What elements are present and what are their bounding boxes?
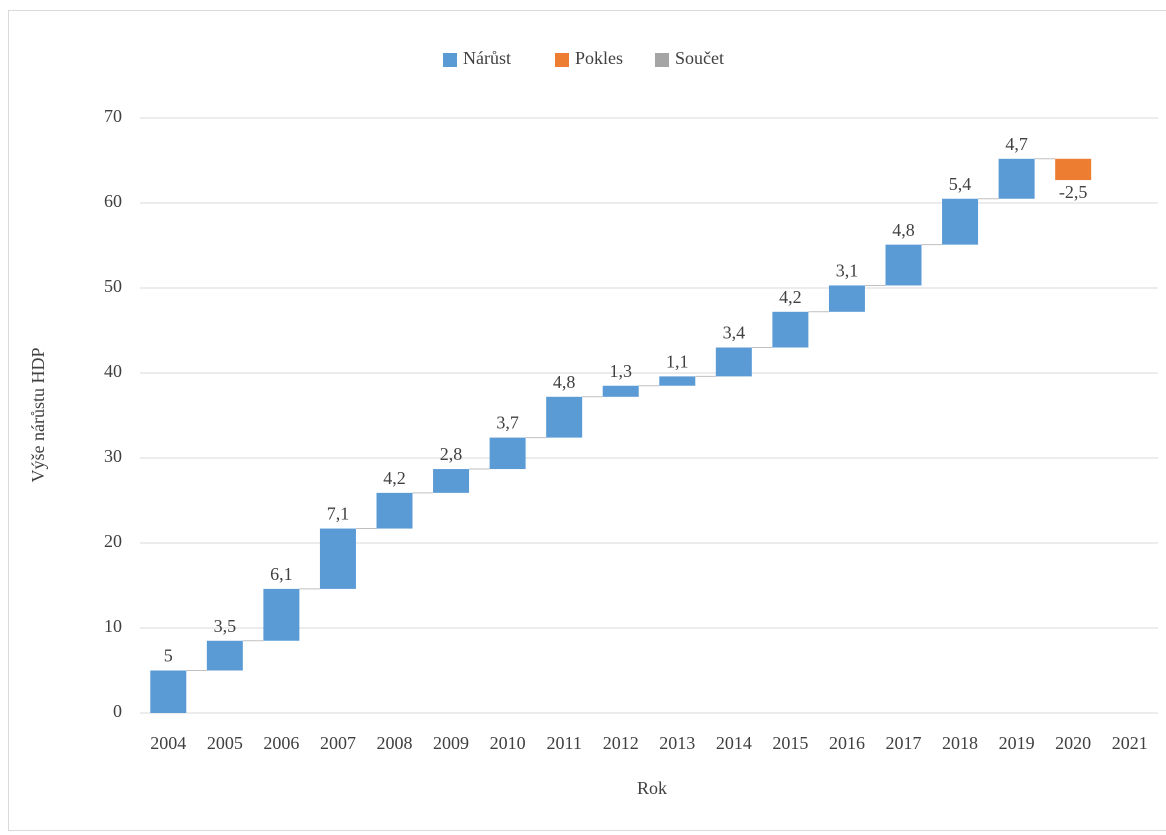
data-label: -2,5 <box>1059 182 1088 202</box>
data-label: 5 <box>164 646 173 666</box>
x-tick-label: 2020 <box>1055 733 1091 753</box>
x-tick-label: 2018 <box>942 733 978 753</box>
x-tick-label: 2019 <box>999 733 1035 753</box>
bar <box>998 158 1035 199</box>
data-label: 4,8 <box>553 372 576 392</box>
legend-label: Součet <box>675 48 724 68</box>
data-label: 2,8 <box>440 444 463 464</box>
bar <box>489 437 526 470</box>
x-tick-label: 2016 <box>829 733 865 753</box>
y-axis-label: Výše nárůstu HDP <box>28 348 48 483</box>
bar <box>150 670 187 713</box>
x-tick-label: 2017 <box>886 733 922 753</box>
bar <box>885 244 922 286</box>
y-tick-label: 50 <box>104 276 122 296</box>
y-tick-label: 20 <box>104 531 122 551</box>
y-tick-label: 30 <box>104 446 122 466</box>
x-tick-label: 2014 <box>716 733 752 753</box>
bar <box>942 198 979 245</box>
legend-swatch <box>555 53 569 67</box>
y-tick-label: 0 <box>113 701 122 721</box>
bar <box>828 285 865 312</box>
bar <box>602 385 639 397</box>
data-label: 3,4 <box>723 323 746 343</box>
data-label: 1,3 <box>609 361 632 381</box>
data-label: 4,2 <box>779 287 802 307</box>
y-tick-label: 40 <box>104 361 122 381</box>
data-label: 4,7 <box>1005 134 1028 154</box>
legend-label: Nárůst <box>463 48 511 68</box>
legend-swatch <box>443 53 457 67</box>
data-label: 4,2 <box>383 468 406 488</box>
data-label: 3,1 <box>836 261 859 281</box>
chart-border <box>8 10 1166 831</box>
x-tick-label: 2010 <box>490 733 526 753</box>
bar <box>319 528 356 589</box>
y-tick-label: 60 <box>104 191 122 211</box>
bar <box>659 376 696 386</box>
y-tick-label: 70 <box>104 106 122 126</box>
data-label: 6,1 <box>270 564 293 584</box>
data-label: 3,5 <box>214 616 237 636</box>
data-label: 7,1 <box>327 504 350 524</box>
y-tick-label: 10 <box>104 616 122 636</box>
x-tick-label: 2012 <box>603 733 639 753</box>
bar <box>206 640 243 671</box>
bar <box>772 311 809 348</box>
legend-swatch <box>655 53 669 67</box>
x-tick-label: 2005 <box>207 733 243 753</box>
data-label: 4,8 <box>892 220 915 240</box>
bar <box>546 396 583 438</box>
bar <box>376 492 413 529</box>
bar <box>263 588 300 641</box>
data-label: 5,4 <box>949 174 972 194</box>
data-label: 3,7 <box>496 413 519 433</box>
x-tick-label: 2008 <box>377 733 413 753</box>
x-tick-label: 2015 <box>772 733 808 753</box>
x-tick-label: 2011 <box>546 733 581 753</box>
x-tick-label: 2007 <box>320 733 356 753</box>
x-tick-label: 2009 <box>433 733 469 753</box>
x-axis-label: Rok <box>637 778 667 798</box>
data-label: 1,1 <box>666 352 689 372</box>
x-tick-label: 2021 <box>1112 733 1148 753</box>
x-tick-label: 2013 <box>659 733 695 753</box>
x-tick-label: 2006 <box>263 733 299 753</box>
bar <box>715 347 752 377</box>
x-tick-label: 2004 <box>150 733 186 753</box>
legend-label: Pokles <box>575 48 623 68</box>
bar <box>1055 158 1092 181</box>
bar <box>433 469 470 493</box>
